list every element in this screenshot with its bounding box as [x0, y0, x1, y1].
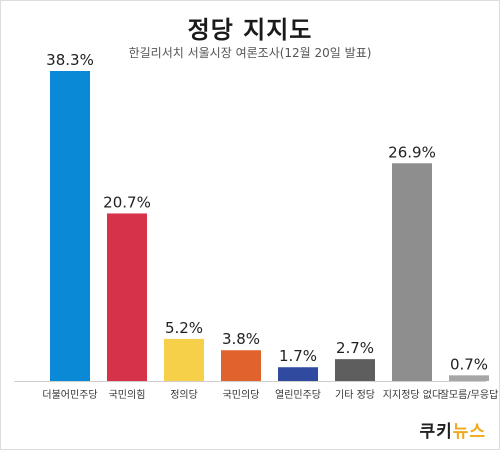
category-label-8: 잘모름/무응답: [440, 389, 499, 401]
chart-title: 정당 지지도: [187, 16, 313, 44]
value-label-5: 1.7%: [279, 347, 317, 365]
category-label-7: 지지정당 없다: [383, 388, 441, 401]
bar-3: [164, 338, 204, 381]
brand-logo-text-accent: 뉴스: [452, 422, 486, 442]
bar-1: [50, 71, 90, 381]
value-label-7: 26.9%: [388, 143, 436, 161]
value-label-3: 5.2%: [165, 319, 203, 337]
category-label-3: 정의당: [170, 389, 198, 401]
bar-7: [392, 163, 432, 381]
category-label-5: 열린민주당: [275, 389, 321, 401]
value-label-2: 20.7%: [103, 193, 151, 211]
bar-8: [449, 375, 489, 381]
value-label-4: 3.8%: [222, 330, 260, 348]
category-label-6: 기타 정당: [335, 389, 375, 401]
category-label-2: 국민의힘: [109, 389, 146, 401]
bar-4: [221, 350, 261, 381]
category-label-1: 더불어민주당: [42, 389, 97, 401]
brand-logo-text-dark: 쿠키: [419, 422, 453, 442]
chart-subtitle: 한길리서치 서울시장 여론조사(12월 20일 발표): [128, 46, 372, 60]
brand-logo: 쿠키뉴스: [419, 417, 486, 442]
category-label-4: 국민의당: [223, 389, 260, 401]
bar-5: [278, 367, 318, 381]
value-label-8: 0.7%: [450, 355, 488, 373]
bar-6: [335, 359, 375, 381]
value-label-1: 38.3%: [46, 51, 94, 69]
value-label-6: 2.7%: [336, 339, 374, 357]
bar-2: [107, 213, 147, 381]
